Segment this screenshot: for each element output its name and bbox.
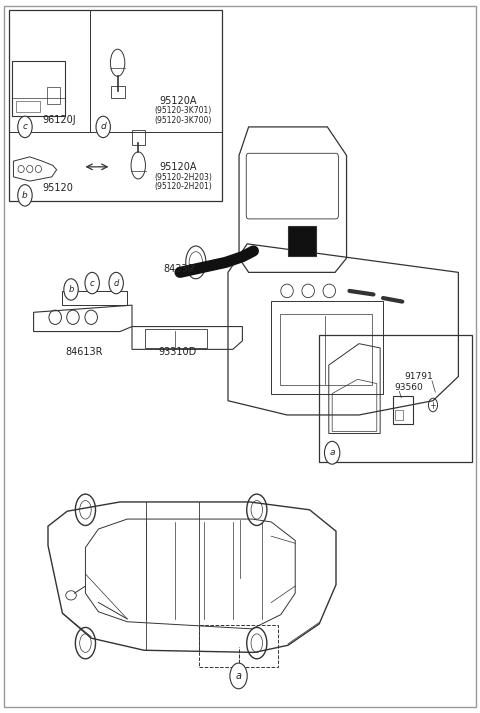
Text: 95120A: 95120A bbox=[159, 96, 197, 106]
Circle shape bbox=[324, 441, 340, 464]
Circle shape bbox=[18, 116, 32, 138]
Text: a: a bbox=[236, 671, 241, 681]
Text: (95120-3K700): (95120-3K700) bbox=[155, 116, 212, 125]
Text: c: c bbox=[90, 279, 95, 287]
Text: b: b bbox=[68, 285, 74, 294]
Text: c: c bbox=[23, 123, 27, 131]
FancyBboxPatch shape bbox=[9, 10, 222, 201]
Text: (95120-3K701): (95120-3K701) bbox=[155, 106, 212, 116]
Text: 84613R: 84613R bbox=[65, 347, 103, 357]
Circle shape bbox=[85, 272, 99, 294]
Text: (95120-2H201): (95120-2H201) bbox=[155, 182, 212, 191]
Text: b: b bbox=[22, 191, 28, 200]
Text: 95120A: 95120A bbox=[159, 163, 197, 173]
Circle shape bbox=[18, 185, 32, 206]
Circle shape bbox=[64, 279, 78, 300]
Text: d: d bbox=[100, 123, 106, 131]
Text: 95120: 95120 bbox=[42, 183, 73, 193]
Text: 93560: 93560 bbox=[395, 383, 423, 392]
Text: a: a bbox=[329, 448, 335, 457]
Circle shape bbox=[230, 663, 247, 689]
Text: 93310D: 93310D bbox=[158, 347, 197, 357]
Circle shape bbox=[96, 116, 110, 138]
FancyBboxPatch shape bbox=[319, 335, 472, 462]
Text: 84330: 84330 bbox=[163, 265, 194, 275]
Circle shape bbox=[109, 272, 123, 294]
Text: 96120J: 96120J bbox=[42, 115, 76, 125]
Text: (95120-2H203): (95120-2H203) bbox=[155, 173, 213, 182]
Text: 91791: 91791 bbox=[404, 372, 433, 381]
FancyBboxPatch shape bbox=[288, 226, 316, 256]
Text: d: d bbox=[113, 279, 119, 287]
